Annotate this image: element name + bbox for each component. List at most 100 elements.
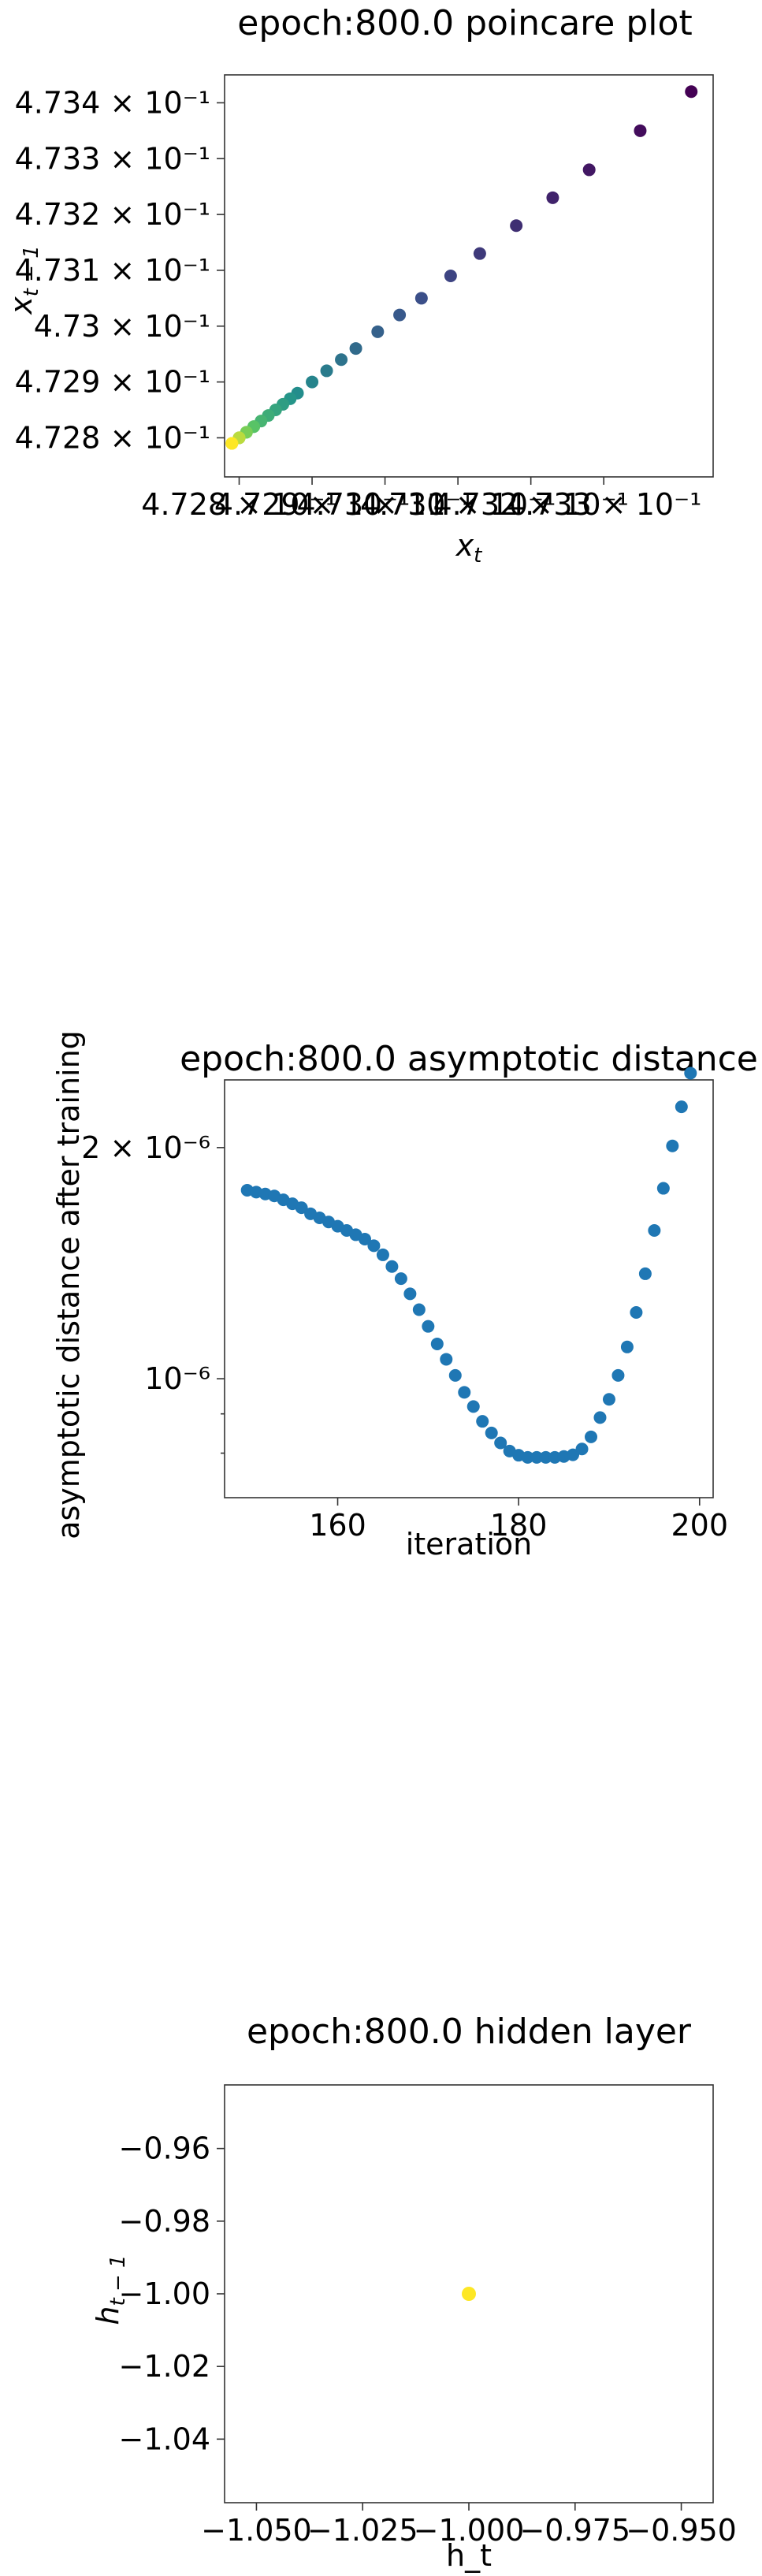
chart-title: epoch:800.0 hidden layer — [247, 2012, 692, 2052]
data-point — [462, 2287, 476, 2301]
y-tick-label: −0.98 — [119, 2204, 210, 2239]
data-point — [567, 1448, 580, 1461]
data-point — [494, 1436, 507, 1450]
data-point — [539, 1450, 552, 1464]
data-point — [666, 1139, 679, 1152]
x-axis: −1.050−1.025−1.000−0.975−0.950 — [201, 2503, 737, 2548]
chart-title: epoch:800.0 asymptotic distance — [180, 1039, 758, 1079]
data-point — [485, 1426, 498, 1439]
data-point — [394, 1272, 407, 1286]
data-point — [602, 1393, 615, 1406]
x-tick-label: 4.733 × 10⁻¹ — [506, 487, 701, 522]
data-point — [473, 247, 486, 260]
y-axis: 2 × 10⁻⁶ 10⁻⁶ — [81, 1130, 225, 1454]
chart-asymptotic: epoch:800.0 asymptotic distance 2 × 10⁻⁶… — [51, 1030, 758, 1562]
y-tick-label: 4.734 × 10⁻¹ — [15, 85, 210, 120]
data-point — [422, 1320, 435, 1333]
data-point — [335, 353, 348, 367]
y-tick-label: 4.732 × 10⁻¹ — [15, 197, 210, 232]
x-axis-label: iteration — [406, 1527, 533, 1562]
y-tick-label: 10⁻⁶ — [144, 1361, 210, 1396]
data-point — [376, 1248, 389, 1261]
data-point — [648, 1223, 661, 1237]
y-tick-label: 4.728 × 10⁻¹ — [15, 420, 210, 455]
x-axis: 160 180 200 — [309, 1498, 728, 1543]
data-point — [611, 1368, 625, 1382]
y-tick-label: −0.96 — [119, 2131, 210, 2166]
y-tick-label: 2 × 10⁻⁶ — [81, 1130, 210, 1165]
x-tick-label: 4.731 × 10⁻¹ — [360, 487, 556, 522]
chart-hidden-layer: epoch:800.0 hidden layer −0.96 −0.98 −1.00… — [91, 2012, 737, 2573]
x-tick-label: 180 — [490, 1508, 548, 1543]
y-axis-label: asymptotic distance after training — [51, 1030, 86, 1539]
data-point — [546, 191, 559, 204]
x-axis-label: xt — [455, 528, 483, 568]
x-tick-label: 200 — [671, 1508, 729, 1543]
x-tick-label: −0.950 — [626, 2513, 737, 2548]
y-axis-label: ht − 1 — [91, 2254, 130, 2325]
chart-title: epoch:800.0 poincare plot — [237, 3, 692, 43]
data-point — [548, 1450, 562, 1464]
data-point — [530, 1450, 544, 1464]
data-point — [521, 1450, 534, 1464]
data-point — [393, 308, 407, 322]
data-point — [510, 219, 523, 233]
data-point — [448, 1368, 462, 1382]
data-point — [403, 1287, 417, 1301]
x-tick-label: −0.975 — [519, 2513, 630, 2548]
data-point — [638, 1267, 652, 1280]
data-point — [371, 325, 385, 338]
data-point — [440, 1353, 453, 1366]
data-point — [575, 1442, 589, 1456]
y-axis-label: xt − 1 — [4, 245, 43, 315]
y-axis: 4.734 × 10⁻¹ 4.733 × 10⁻¹ 4.732 × 10⁻¹ 4.73… — [15, 85, 225, 455]
data-point — [630, 1305, 643, 1319]
x-axis: 4.728 × 10⁻¹4.729 × 10⁻¹4.73 × 10⁻¹4.731… — [141, 477, 701, 522]
x-tick-label: 4.73 × 10⁻¹ — [296, 487, 473, 522]
data-point — [295, 1201, 308, 1215]
y-tick-label: 4.733 × 10⁻¹ — [15, 141, 210, 176]
y-tick-label: 4.729 × 10⁻¹ — [15, 365, 210, 400]
x-tick-label: 4.732 × 10⁻¹ — [433, 487, 628, 522]
data-point — [430, 1337, 444, 1350]
y-axis: −0.96 −0.98 −1.00 −1.02 −1.04 — [119, 2131, 225, 2456]
data-point — [349, 342, 362, 356]
data-point — [444, 270, 457, 282]
y-tick-label: −1.02 — [119, 2349, 210, 2384]
data-point — [684, 1067, 697, 1080]
plot-frame — [224, 1079, 714, 1498]
x-tick-label: −1.000 — [414, 2513, 525, 2548]
chart-poincare: epoch:800.0 poincare plot 4.734 × 10⁻¹4.… — [4, 3, 714, 568]
data-point — [412, 1303, 426, 1316]
x-tick-label: −1.025 — [307, 2513, 418, 2548]
data-point — [358, 1232, 371, 1245]
data-point — [225, 437, 239, 450]
data-points — [462, 2287, 476, 2301]
data-point — [320, 364, 333, 378]
x-tick-label: 160 — [309, 1508, 366, 1543]
x-tick-label: 4.729 × 10⁻¹ — [214, 487, 410, 522]
x-tick-label: −1.050 — [201, 2513, 312, 2548]
data-point — [466, 1400, 480, 1413]
y-tick-label: −1.00 — [119, 2276, 210, 2311]
data-point — [458, 1386, 471, 1399]
x-tick-label: 4.728 × 10⁻¹ — [141, 487, 336, 522]
data-point — [476, 1415, 489, 1428]
data-point — [593, 1411, 607, 1424]
data-point — [685, 85, 698, 99]
data-point — [675, 1100, 688, 1114]
y-tick-label: 4.731 × 10⁻¹ — [15, 253, 210, 288]
data-point — [306, 375, 319, 389]
data-point — [385, 1260, 399, 1273]
data-point — [582, 163, 596, 177]
data-point — [367, 1239, 381, 1253]
plot-frame — [224, 74, 714, 478]
data-point — [414, 292, 428, 305]
data-points — [225, 85, 698, 450]
data-point — [634, 124, 647, 137]
data-points — [240, 1067, 697, 1464]
data-point — [620, 1340, 634, 1353]
y-tick-label: −1.04 — [119, 2422, 210, 2456]
data-point — [656, 1182, 670, 1195]
